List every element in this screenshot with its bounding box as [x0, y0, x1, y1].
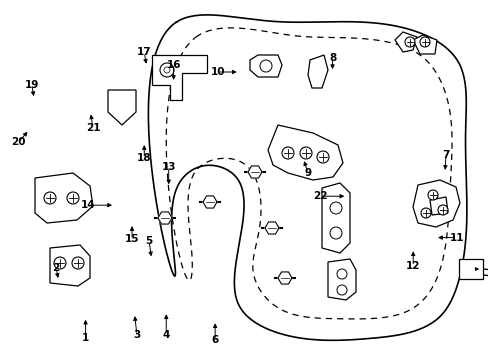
Polygon shape — [307, 55, 327, 88]
Circle shape — [160, 63, 174, 77]
Polygon shape — [35, 173, 93, 223]
Text: 2: 2 — [53, 263, 60, 273]
Polygon shape — [264, 222, 279, 234]
Polygon shape — [50, 245, 90, 286]
Circle shape — [329, 227, 341, 239]
Circle shape — [260, 60, 271, 72]
Polygon shape — [327, 259, 355, 300]
Circle shape — [44, 192, 56, 204]
Text: 19: 19 — [24, 80, 39, 90]
Text: 14: 14 — [81, 200, 95, 210]
Circle shape — [437, 205, 447, 215]
Text: 15: 15 — [124, 234, 139, 244]
Circle shape — [427, 190, 437, 200]
Text: 17: 17 — [137, 47, 151, 57]
Circle shape — [420, 208, 430, 218]
Text: 9: 9 — [304, 168, 311, 178]
Polygon shape — [321, 183, 349, 253]
Polygon shape — [394, 32, 416, 52]
Text: 12: 12 — [405, 261, 420, 271]
Text: 11: 11 — [449, 233, 464, 243]
Polygon shape — [412, 180, 459, 227]
Text: 4: 4 — [162, 330, 170, 340]
Text: 20: 20 — [11, 137, 26, 147]
Polygon shape — [247, 166, 262, 178]
Circle shape — [419, 37, 429, 47]
Circle shape — [67, 192, 79, 204]
Polygon shape — [152, 55, 206, 100]
Text: 10: 10 — [210, 67, 224, 77]
Polygon shape — [203, 196, 217, 208]
Circle shape — [282, 147, 293, 159]
Text: 6: 6 — [211, 335, 218, 345]
Text: 22: 22 — [312, 191, 327, 201]
Text: 16: 16 — [166, 60, 181, 70]
Circle shape — [299, 147, 311, 159]
Polygon shape — [267, 125, 342, 180]
Polygon shape — [429, 197, 447, 215]
Circle shape — [163, 67, 170, 73]
Circle shape — [336, 269, 346, 279]
Polygon shape — [278, 272, 291, 284]
FancyBboxPatch shape — [458, 259, 482, 279]
Text: 21: 21 — [85, 123, 100, 133]
Text: 5: 5 — [145, 236, 152, 246]
Text: 3: 3 — [133, 330, 140, 340]
Text: 13: 13 — [161, 162, 176, 172]
Polygon shape — [412, 35, 436, 54]
Polygon shape — [249, 55, 282, 77]
Polygon shape — [108, 90, 136, 125]
Circle shape — [336, 285, 346, 295]
Text: 18: 18 — [137, 153, 151, 163]
Circle shape — [404, 37, 414, 47]
Text: 8: 8 — [328, 53, 335, 63]
Polygon shape — [158, 212, 172, 224]
Text: 7: 7 — [441, 150, 449, 160]
Circle shape — [316, 151, 328, 163]
Text: 1: 1 — [82, 333, 89, 343]
Circle shape — [54, 257, 66, 269]
Circle shape — [72, 257, 84, 269]
Circle shape — [329, 202, 341, 214]
